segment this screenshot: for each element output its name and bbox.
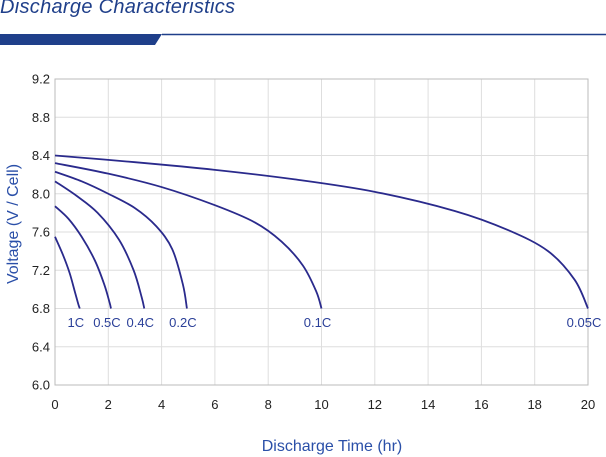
y-tick-label: 7.6 [32, 225, 50, 240]
x-tick-label: 14 [421, 397, 435, 412]
series-line-0_4C [54, 180, 146, 309]
x-axis-label: Discharge Time (hr) [262, 438, 402, 455]
y-axis-ticks: 6.0 6.4 6.8 7.2 7.6 8.0 8.4 8.8 9.2 [32, 72, 50, 393]
x-tick-label: 2 [105, 397, 112, 412]
series-label: 0.2C [169, 315, 196, 330]
series-line-0_1C [54, 162, 323, 309]
y-tick-label: 9.2 [32, 72, 50, 87]
x-tick-label: 10 [314, 397, 328, 412]
series-label: 0.05C [567, 315, 602, 330]
x-tick-label: 6 [211, 397, 218, 412]
series-line-1C [54, 236, 81, 309]
y-tick-label: 8.4 [32, 148, 50, 163]
series-label: 1C [67, 315, 84, 330]
banner-bar [0, 34, 162, 45]
y-tick-label: 6.8 [32, 301, 50, 316]
series-label: 0.4C [127, 315, 154, 330]
series-labels: 1C 0.5C 0.4C 0.2C 0.1C 0.05C [67, 315, 601, 330]
series-line-0_2C [54, 170, 188, 309]
series-line-0_05C [54, 154, 589, 309]
x-tick-label: 4 [158, 397, 165, 412]
x-tick-label: 12 [368, 397, 382, 412]
x-tick-label: 16 [474, 397, 488, 412]
y-tick-label: 7.2 [32, 263, 50, 278]
x-tick-label: 20 [581, 397, 595, 412]
chart-series [54, 154, 589, 309]
chart-grid [54, 78, 589, 386]
plot-frame [54, 78, 589, 386]
x-tick-label: 0 [51, 397, 58, 412]
x-tick-label: 18 [527, 397, 541, 412]
y-tick-label: 6.0 [32, 378, 50, 393]
page-title: Discharge Characteristics [0, 0, 236, 18]
series-label: 0.5C [93, 315, 120, 330]
y-axis-label: Voltage (V / Cell) [5, 164, 22, 284]
y-tick-label: 6.4 [32, 339, 50, 354]
series-label: 0.1C [304, 315, 331, 330]
title-banner [0, 33, 606, 45]
y-tick-label: 8.0 [32, 186, 50, 201]
x-tick-label: 8 [265, 397, 272, 412]
y-tick-label: 8.8 [32, 110, 50, 125]
series-line-0_5C [54, 205, 112, 309]
x-axis-ticks: 0 2 4 6 8 10 12 14 16 18 20 [51, 397, 595, 412]
